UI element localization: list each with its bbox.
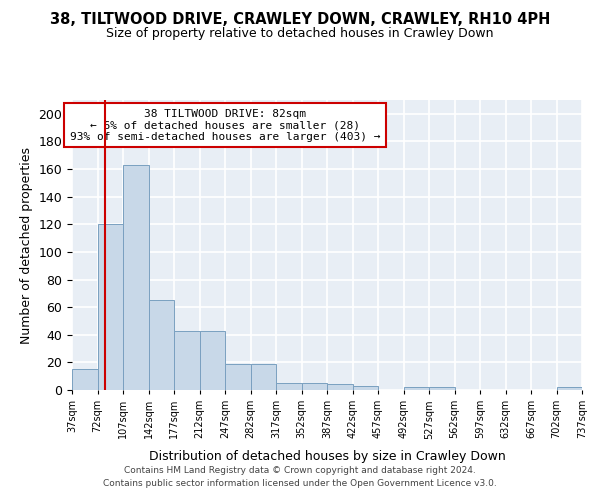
- Text: Contains HM Land Registry data © Crown copyright and database right 2024.
Contai: Contains HM Land Registry data © Crown c…: [103, 466, 497, 487]
- Bar: [149, 300, 174, 390]
- Bar: [174, 330, 199, 390]
- Bar: [72, 370, 97, 390]
- X-axis label: Distribution of detached houses by size in Crawley Down: Distribution of detached houses by size …: [149, 450, 505, 462]
- Bar: [429, 387, 455, 390]
- Text: Size of property relative to detached houses in Crawley Down: Size of property relative to detached ho…: [106, 28, 494, 40]
- Bar: [251, 364, 276, 390]
- Bar: [302, 383, 327, 390]
- Bar: [97, 224, 123, 390]
- Text: 38, TILTWOOD DRIVE, CRAWLEY DOWN, CRAWLEY, RH10 4PH: 38, TILTWOOD DRIVE, CRAWLEY DOWN, CRAWLE…: [50, 12, 550, 28]
- Bar: [404, 387, 429, 390]
- Bar: [353, 386, 378, 390]
- Bar: [276, 383, 302, 390]
- Bar: [199, 330, 225, 390]
- Bar: [123, 165, 149, 390]
- Text: 38 TILTWOOD DRIVE: 82sqm
← 6% of detached houses are smaller (28)
93% of semi-de: 38 TILTWOOD DRIVE: 82sqm ← 6% of detache…: [70, 108, 380, 142]
- Bar: [557, 387, 582, 390]
- Bar: [225, 364, 251, 390]
- Bar: [327, 384, 353, 390]
- Y-axis label: Number of detached properties: Number of detached properties: [20, 146, 33, 344]
